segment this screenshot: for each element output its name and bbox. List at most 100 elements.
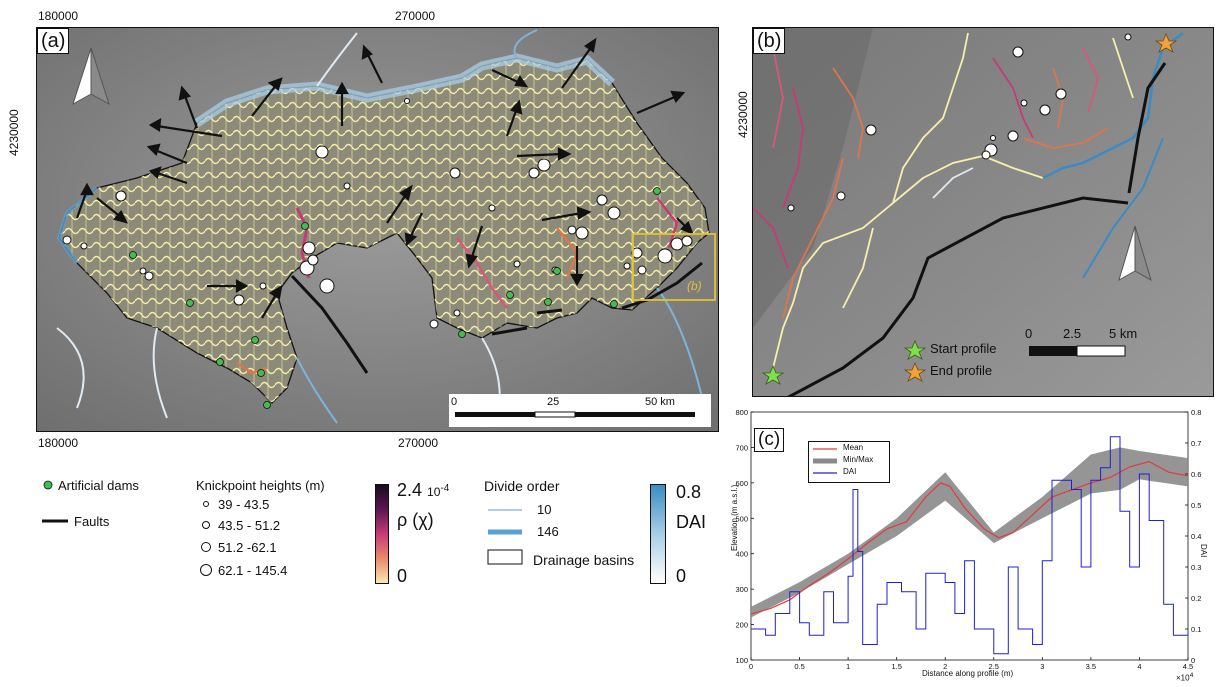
a-bottom-tick-180000: 180000 xyxy=(38,436,79,450)
rho-max-label: 2.4 10-4 xyxy=(397,480,450,500)
dai-min-label: 0 xyxy=(676,566,687,586)
river-6 xyxy=(316,32,358,87)
y-right-tick-label: 0.6 xyxy=(1191,470,1201,479)
scalebar-background xyxy=(449,394,711,427)
a-top-tick-180000: 180000 xyxy=(38,9,79,23)
river-1 xyxy=(56,327,85,409)
profile-chart: 100 200 300 400 500 600 700 800 0 0.1 0.2 0.3 0.4 0.5… xyxy=(724,404,1216,683)
fault-line xyxy=(290,274,369,374)
x-tick-label: 1 xyxy=(846,662,850,671)
y-left-tick-label: 600 xyxy=(735,479,748,488)
x-tick-label: 3.5 xyxy=(1086,662,1096,671)
series-dai-line xyxy=(751,436,1189,655)
y-right-tick-label: 0.4 xyxy=(1191,532,1201,541)
dai-label: DAI xyxy=(676,512,707,532)
fault-line xyxy=(1127,62,1167,194)
rho-min-label: 0 xyxy=(397,566,408,586)
chart-legend: Mean Min/Max DAI xyxy=(808,441,890,483)
divide-low-label: 10 xyxy=(537,502,552,517)
y-left-tick-label: 800 xyxy=(735,408,748,417)
stream-network xyxy=(59,58,709,403)
x-tick-label: 0.5 xyxy=(794,662,804,671)
divide-high-order xyxy=(194,53,616,127)
inset-b-box xyxy=(632,233,716,301)
map-panel-b[interactable]: (b) Start profile End profile 0 2.5 5 km xyxy=(752,27,1214,397)
y-right-tick-label: 0.2 xyxy=(1191,594,1201,603)
y-right-tick-label: 0.8 xyxy=(1191,408,1201,417)
fault-line xyxy=(621,261,703,310)
scalebar-a-tick-50: 50 km xyxy=(645,396,675,408)
y-left-tick-label: 300 xyxy=(735,585,748,594)
scalebar-b-tick-2-5: 2.5 xyxy=(1063,326,1082,341)
a-top-tick-270000: 270000 xyxy=(395,9,436,23)
start-profile-star-icon xyxy=(761,364,785,385)
knick-symbol xyxy=(202,521,210,529)
scalebar-segment-dark xyxy=(1029,346,1077,356)
river-2 xyxy=(152,327,168,419)
dam-symbol-icon xyxy=(43,480,53,490)
start-legend-star-icon xyxy=(903,339,927,360)
y-right-tick-label: 0 xyxy=(1191,656,1195,665)
scalebar-segment-light xyxy=(534,411,576,418)
scalebar-segment-dark xyxy=(455,412,535,417)
x-tick-label: 4.5 xyxy=(1183,662,1193,671)
panel-a-label: (a) xyxy=(37,28,70,54)
y-left-tick-label: 100 xyxy=(735,656,748,665)
legend-mean-label: Mean xyxy=(843,443,864,452)
panel-c-label: (c) xyxy=(754,428,785,452)
scalebar-segment-dark xyxy=(575,412,695,417)
y-left-tick-label: 700 xyxy=(735,443,748,452)
fault-line xyxy=(536,308,563,315)
dai-colorbar xyxy=(650,484,666,584)
legend-dai-label: DAI xyxy=(843,467,857,476)
fault-line xyxy=(491,326,528,336)
y-left-tick-label: 500 xyxy=(735,514,748,523)
rho-hot-stream-2 xyxy=(456,237,508,309)
scalebar-a-tick-25: 25 xyxy=(547,396,560,408)
x-exponent: ×104 xyxy=(1176,672,1194,683)
x-tick-label: 0 xyxy=(749,662,753,671)
divide-order-title: Divide order xyxy=(484,478,560,494)
xlabel-distance: Distance along profile (m) xyxy=(922,669,1014,678)
knickpoints xyxy=(787,33,1132,212)
map-a-svg xyxy=(37,28,718,431)
x-tick-label: 1.5 xyxy=(891,662,901,671)
x-tick-label: 2 xyxy=(943,662,947,671)
artificial-dams xyxy=(129,187,661,409)
knick-class-2: 43.5 - 51.2 xyxy=(218,518,281,533)
divide-west xyxy=(56,186,99,265)
divide-migration-arrows xyxy=(75,37,694,319)
knick-class-4: 62.1 - 145.4 xyxy=(218,563,288,578)
end-profile-label: End profile xyxy=(930,363,993,378)
chart-legend-symbols xyxy=(813,448,837,474)
rho-hot-stream-4 xyxy=(656,197,679,249)
legend-knick-title: Knickpoint heights (m) xyxy=(196,478,325,493)
y-right-tick-label: 0.3 xyxy=(1191,563,1201,572)
rho-colorbar xyxy=(375,484,389,584)
scalebar-b-tick-5: 5 km xyxy=(1109,326,1138,341)
knickpoints xyxy=(62,98,693,329)
knick-class-3: 51.2 -62.1 xyxy=(218,540,277,555)
y-left-tick-label: 400 xyxy=(735,550,748,559)
panel-b-label: (b) xyxy=(753,28,786,54)
start-profile-label: Start profile xyxy=(930,341,997,356)
inset-b-label: (b) xyxy=(687,279,702,293)
scalebar-segment-light xyxy=(1076,345,1126,357)
profile-chart-svg: 100 200 300 400 500 600 700 800 0 0.1 0.2 0.3 0.4 0.5… xyxy=(735,408,1201,671)
end-legend-star-icon xyxy=(903,361,927,382)
divide-symbols xyxy=(487,509,523,565)
knick-symbol xyxy=(201,542,211,552)
scalebar-a-tick-0: 0 xyxy=(451,396,458,408)
dai-max-label: 0.8 xyxy=(676,482,702,502)
knick-symbol xyxy=(200,564,212,576)
legend-dams-label: Artificial dams xyxy=(58,478,139,493)
y-right-tick-label: 0.1 xyxy=(1191,625,1201,634)
map-panel-a[interactable]: (a) (b) 0 25 50 km xyxy=(36,27,719,432)
legend-minmax-label: Min/Max xyxy=(843,455,874,464)
fault-line xyxy=(787,196,1129,396)
series-mean-line xyxy=(750,460,1189,615)
river-7 xyxy=(513,29,538,59)
end-profile-star-icon xyxy=(1154,32,1178,53)
y-left-tick-label: 200 xyxy=(735,621,748,630)
rho-label: ρ (χ) xyxy=(397,510,434,530)
